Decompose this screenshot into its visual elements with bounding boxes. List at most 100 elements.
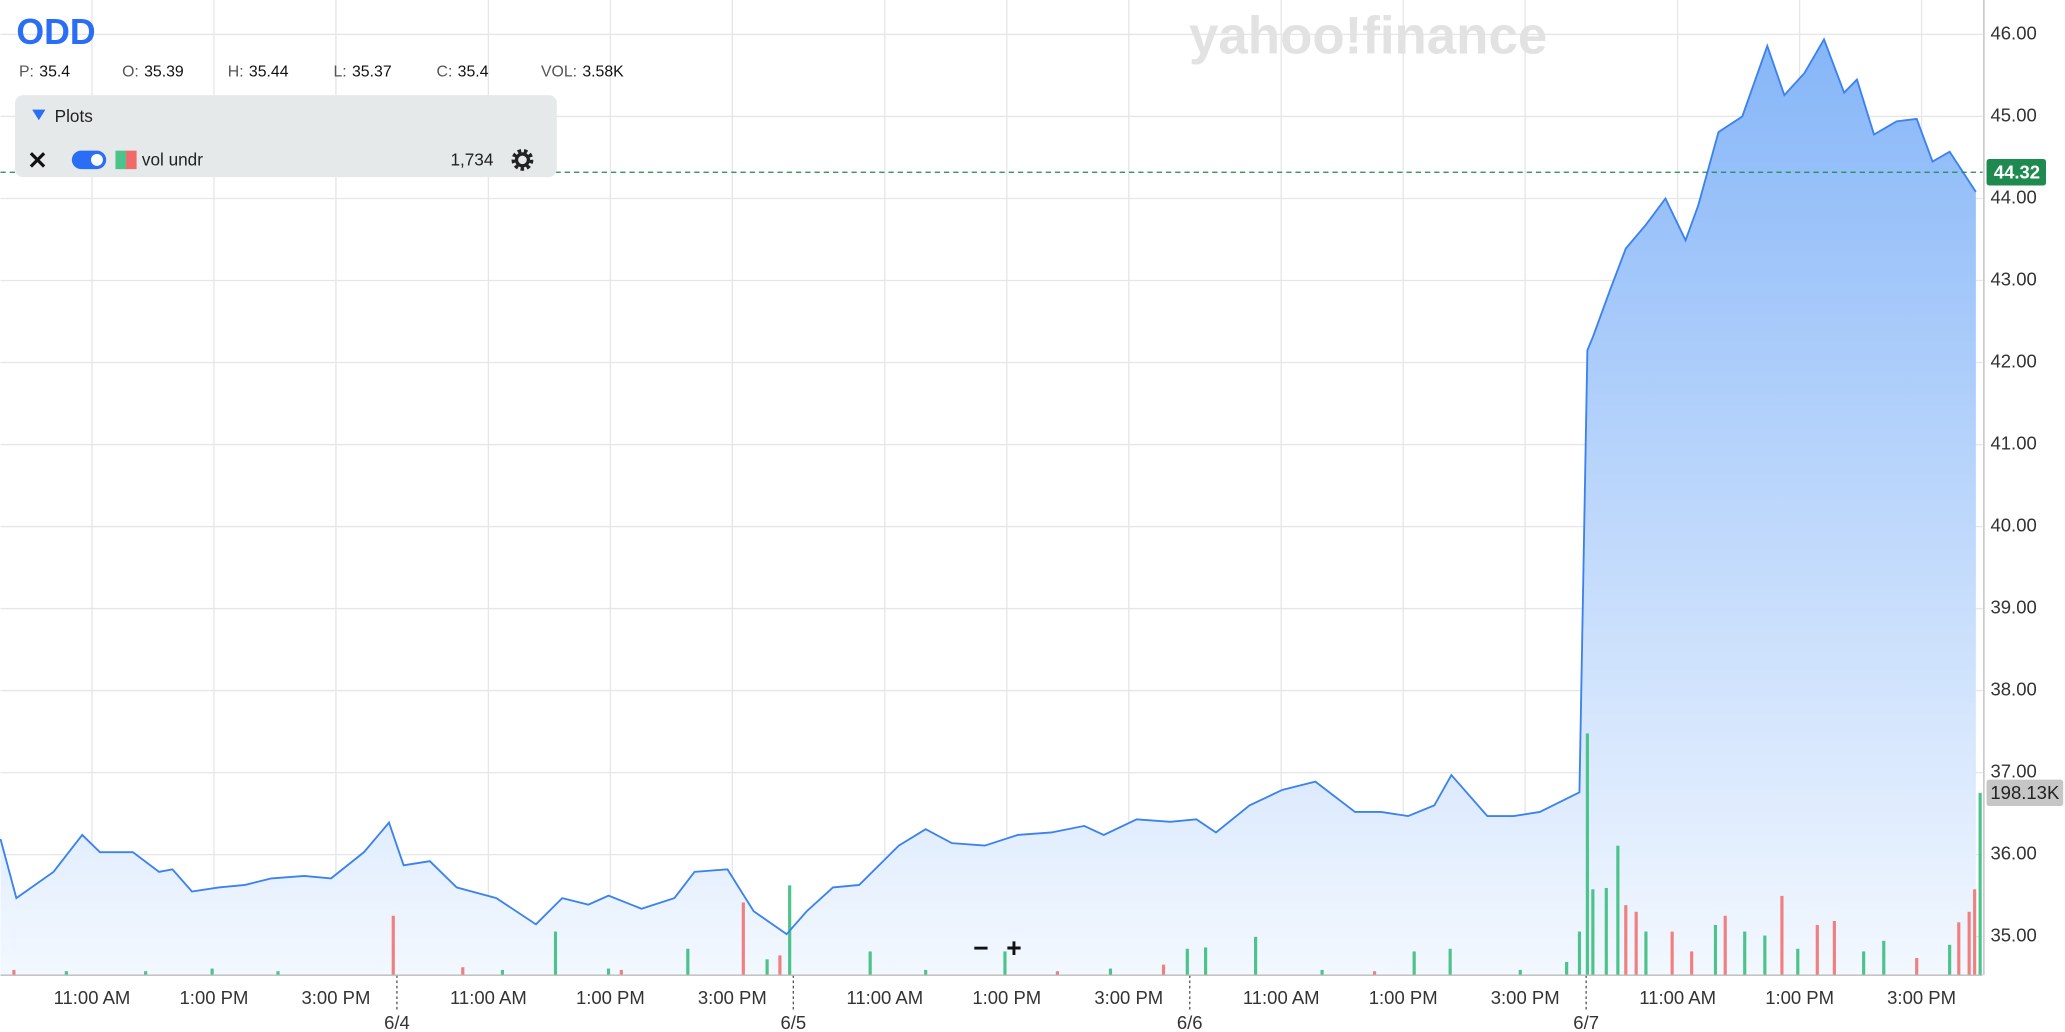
volume-bar <box>868 951 872 976</box>
last-volume-label: 198.13K <box>1990 782 2060 803</box>
color-swatch-up <box>115 150 127 170</box>
volume-bar <box>1957 922 1961 976</box>
remove-icon[interactable] <box>29 152 46 168</box>
y-tick-label: 40.00 <box>1991 514 2037 535</box>
volume-bar <box>1978 792 1982 976</box>
volume-bar <box>1624 905 1628 976</box>
volume-bar <box>1412 951 1416 976</box>
price-line <box>0 37 1977 936</box>
plot <box>0 37 1982 976</box>
last-price-label: 44.32 <box>1994 161 2040 182</box>
y-tick-label: 42.00 <box>1991 350 2037 371</box>
volume-bar <box>1565 961 1569 976</box>
watermark: yahoo!finance <box>1189 7 1547 66</box>
volume-bar <box>765 959 769 976</box>
gear-teeth <box>511 148 534 171</box>
volume-bar <box>1185 948 1189 976</box>
y-tick-label: 43.00 <box>1991 268 2037 289</box>
volume-bar <box>1585 733 1589 976</box>
x-tick-label: 1:00 PM <box>576 987 645 1008</box>
volume-bar <box>606 968 611 976</box>
study-name: vol undr <box>142 150 203 170</box>
volume-bar <box>1518 969 1522 976</box>
volume-bar <box>12 969 16 976</box>
volume-bar <box>210 968 214 976</box>
y-tick-label: 35.00 <box>1991 925 2037 946</box>
volume-bar <box>1763 935 1767 976</box>
quote-value: 35.39 <box>144 64 184 81</box>
volume-bar <box>1882 940 1886 976</box>
y-tick-label: 38.00 <box>1991 678 2037 699</box>
settings-icon[interactable] <box>511 148 534 171</box>
volume-bar <box>1644 931 1648 976</box>
volume-bar <box>1967 911 1971 976</box>
collapse-icon[interactable] <box>32 109 46 121</box>
volume-bar <box>64 971 68 976</box>
y-tick-label: 36.00 <box>1991 843 2037 864</box>
color-swatch-down <box>126 150 137 170</box>
volume-bar <box>1320 969 1324 976</box>
toggle-knob <box>91 153 103 166</box>
x-tick-label: 3:00 PM <box>302 987 371 1008</box>
volume-bar <box>1204 947 1208 976</box>
quote-value: 3.58K <box>582 64 624 81</box>
last-price-tag <box>1986 159 2047 186</box>
volume-bar <box>619 969 623 976</box>
quote-label: VOL: <box>541 64 577 81</box>
symbol: ODD <box>16 12 95 52</box>
x-date-label: 6/6 <box>1177 1012 1203 1032</box>
volume-bar <box>1055 971 1059 976</box>
x-tick-label: 1:00 PM <box>180 987 249 1008</box>
x-tick-label: 3:00 PM <box>1094 987 1163 1008</box>
quote-value: 35.4 <box>458 64 489 81</box>
quote-label: O: <box>122 64 139 81</box>
volume-bar <box>1372 971 1377 976</box>
volume-bar <box>276 971 280 976</box>
zoom-in[interactable]: + <box>1006 933 1021 963</box>
volume-bar <box>1713 924 1718 976</box>
volume-bar <box>686 948 690 976</box>
volume-bar <box>553 931 558 976</box>
volume-bar <box>1915 958 1919 976</box>
x-tick-label: 1:00 PM <box>972 987 1041 1008</box>
grid <box>0 0 1983 976</box>
quote-item: H: 35.44 <box>228 64 289 81</box>
x-tick-label: 11:00 AM <box>846 987 923 1008</box>
x-tick-label: 11:00 AM <box>450 987 527 1008</box>
study-value: 1,734 <box>450 150 493 170</box>
x-tick-label: 3:00 PM <box>698 987 767 1008</box>
y-tick-label: 39.00 <box>1991 596 2037 617</box>
quote-row: P: 35.4 O: 35.39 H: 35.44 L: 35.37 C: 35.4 VOL: 3.5… <box>19 64 624 81</box>
x-date-label: 6/7 <box>1573 1012 1599 1032</box>
volume-bar <box>1690 951 1694 976</box>
volume-bar <box>1948 944 1952 976</box>
quote-value: 35.44 <box>249 64 289 81</box>
volume-bar <box>1670 931 1674 976</box>
quote-item: O: 35.39 <box>122 64 184 81</box>
volume-bar <box>1973 889 1977 976</box>
volume-bar <box>778 955 782 976</box>
y-tick-label: 41.00 <box>1991 432 2037 453</box>
x-tick-label: 1:00 PM <box>1369 987 1438 1008</box>
volume-bar <box>500 969 505 976</box>
y-tick-label: 45.00 <box>1991 104 2037 125</box>
x-tick-label: 11:00 AM <box>1243 987 1320 1008</box>
volume-bar <box>1591 889 1595 976</box>
volume-bar <box>1743 931 1747 976</box>
x-tick-label: 1:00 PM <box>1765 987 1834 1008</box>
volume-bar <box>391 915 395 976</box>
volume-bar <box>1616 845 1620 976</box>
volume-bar <box>1862 951 1866 976</box>
y-tick-label: 37.00 <box>1991 760 2037 781</box>
x-date-label: 6/4 <box>384 1012 410 1032</box>
quote-item: C: 35.4 <box>437 64 489 81</box>
volume-bar <box>741 902 745 976</box>
volume-bar <box>1254 936 1258 976</box>
volume-bar <box>1723 915 1727 976</box>
zoom-out[interactable]: − <box>973 933 988 963</box>
quote-item: L: 35.37 <box>333 64 391 81</box>
volume-bar <box>1815 924 1819 976</box>
volume-bar <box>924 969 928 976</box>
